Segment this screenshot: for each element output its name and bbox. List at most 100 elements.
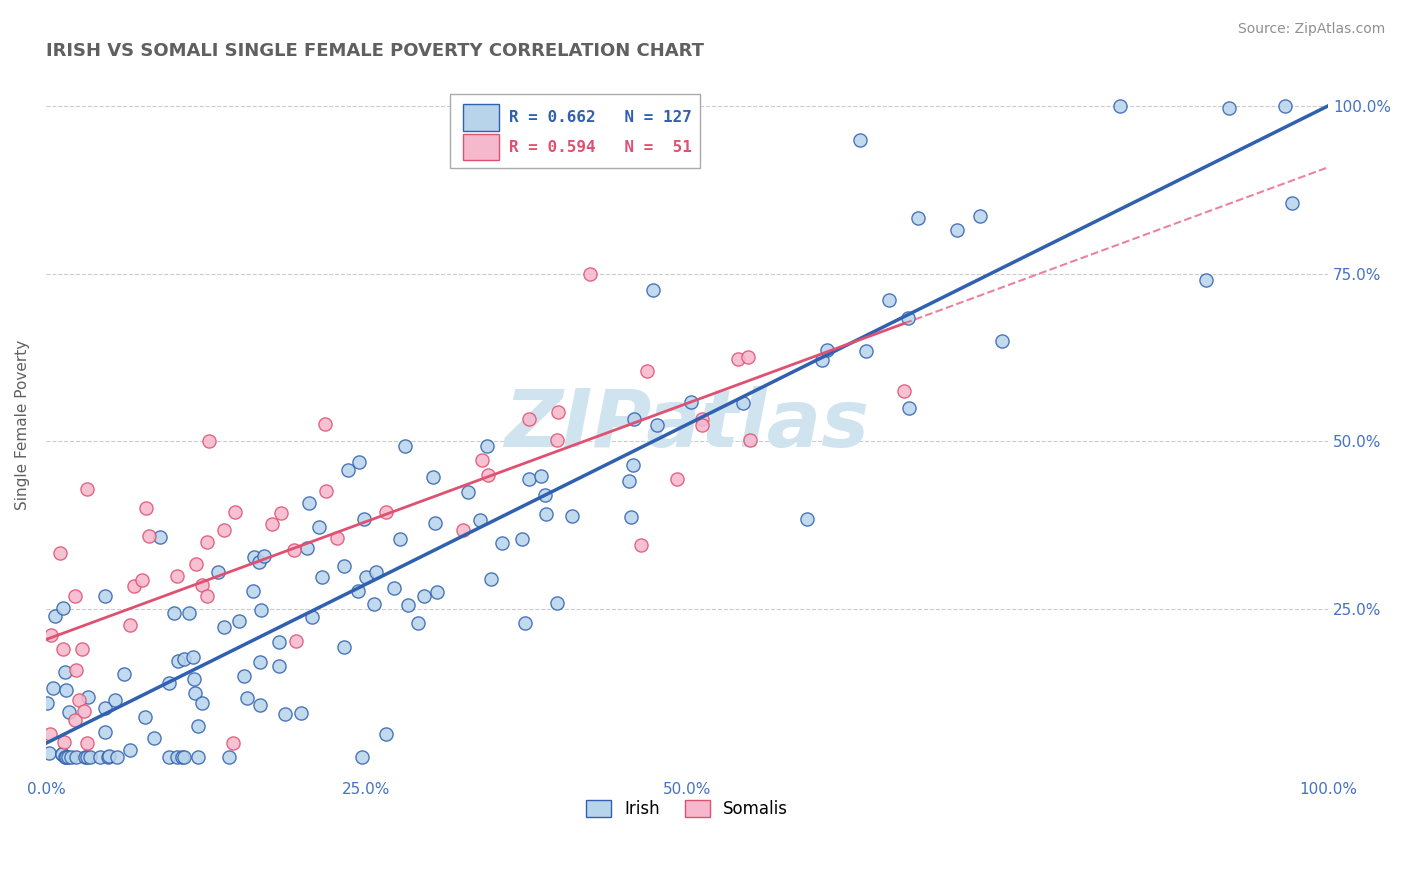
Point — [94, 701, 117, 715]
Point — [451, 524, 474, 538]
Point — [617, 475, 640, 489]
Point — [94, 725, 117, 739]
Point — [350, 749, 373, 764]
Point — [184, 686, 207, 700]
Point — [423, 516, 446, 531]
Point — [546, 433, 568, 447]
Point — [849, 133, 872, 147]
Point — [727, 352, 749, 367]
Point — [274, 706, 297, 721]
Point — [55, 749, 77, 764]
Point — [53, 735, 76, 749]
Point — [249, 655, 271, 669]
Point — [855, 343, 877, 358]
Point — [170, 749, 193, 764]
Point — [530, 469, 553, 483]
Point — [49, 546, 72, 560]
Point — [157, 749, 180, 764]
FancyBboxPatch shape — [450, 94, 700, 168]
Point — [1218, 101, 1240, 115]
Point — [394, 439, 416, 453]
Point — [76, 482, 98, 496]
Point — [623, 411, 645, 425]
Point — [270, 506, 292, 520]
Point — [55, 682, 77, 697]
Point — [690, 412, 713, 426]
Point — [97, 749, 120, 764]
Point — [105, 749, 128, 764]
Point — [796, 512, 818, 526]
Point — [561, 508, 583, 523]
Point — [89, 749, 111, 764]
Point — [118, 617, 141, 632]
Point — [65, 663, 87, 677]
Point — [396, 598, 419, 612]
Point — [647, 418, 669, 433]
Point — [311, 570, 333, 584]
Point — [59, 749, 82, 764]
Point — [290, 706, 312, 720]
Point — [135, 500, 157, 515]
Point — [166, 569, 188, 583]
Point — [112, 667, 135, 681]
Point — [249, 603, 271, 617]
Point — [314, 417, 336, 432]
Point — [242, 550, 264, 565]
Point — [991, 334, 1014, 349]
Point — [375, 727, 398, 741]
Point — [363, 597, 385, 611]
Point — [946, 223, 969, 237]
Point — [44, 609, 66, 624]
Point — [173, 651, 195, 665]
Point — [620, 510, 643, 524]
Point — [134, 710, 156, 724]
Point — [67, 692, 90, 706]
Text: Source: ZipAtlas.com: Source: ZipAtlas.com — [1237, 22, 1385, 37]
Point — [969, 209, 991, 223]
Point — [295, 541, 318, 556]
Point — [534, 507, 557, 521]
Point — [98, 748, 121, 763]
Point — [907, 211, 929, 225]
Point — [815, 343, 838, 358]
Point — [143, 731, 166, 745]
Point — [621, 458, 644, 472]
Point — [679, 395, 702, 409]
Point — [285, 634, 308, 648]
Point — [308, 519, 330, 533]
Point — [163, 606, 186, 620]
Point — [690, 417, 713, 432]
Text: ZIPatlas: ZIPatlas — [505, 385, 869, 464]
Point — [1281, 196, 1303, 211]
Point — [149, 530, 172, 544]
Point — [893, 384, 915, 399]
Point — [221, 736, 243, 750]
Point — [63, 590, 86, 604]
Point — [406, 616, 429, 631]
Point — [122, 579, 145, 593]
Point — [233, 669, 256, 683]
Point — [510, 532, 533, 546]
Point — [212, 523, 235, 537]
Legend: Irish, Somalis: Irish, Somalis — [579, 793, 794, 825]
Point — [53, 749, 76, 764]
Text: R = 0.662   N = 127: R = 0.662 N = 127 — [509, 110, 692, 125]
Point — [630, 538, 652, 552]
Point — [207, 566, 229, 580]
Point — [364, 565, 387, 579]
Point — [353, 512, 375, 526]
Point — [177, 606, 200, 620]
Point — [58, 706, 80, 720]
Point — [301, 610, 323, 624]
Point — [63, 714, 86, 728]
Point — [356, 570, 378, 584]
Point — [283, 543, 305, 558]
Point — [38, 727, 60, 741]
Point — [52, 601, 75, 615]
Point — [195, 535, 218, 549]
Point — [184, 557, 207, 571]
Point — [53, 665, 76, 679]
Point — [1195, 273, 1218, 287]
Text: R = 0.594   N =  51: R = 0.594 N = 51 — [509, 139, 692, 154]
Point — [51, 747, 73, 762]
